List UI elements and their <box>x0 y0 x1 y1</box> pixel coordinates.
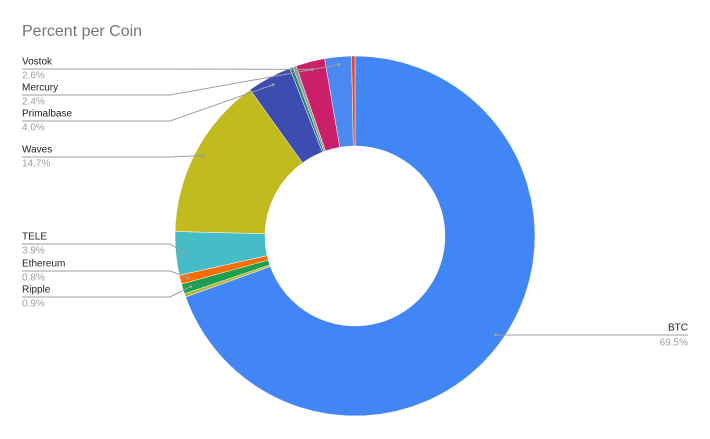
slice-value-label: 14.7% <box>22 159 50 170</box>
leader-dot <box>182 251 186 255</box>
slice-value-label: 4.0% <box>22 123 45 134</box>
slice-value-label: 69.5% <box>660 338 688 349</box>
leader-dot <box>186 276 190 280</box>
leader-line <box>22 270 189 279</box>
leader-dot <box>189 285 193 289</box>
leader-line <box>22 84 274 122</box>
slice <box>351 55 356 147</box>
slice-label: TELE <box>22 232 47 243</box>
leader-line <box>22 64 339 96</box>
slice-label: Mercury <box>22 83 58 94</box>
leader-dot <box>201 154 205 158</box>
leader-line <box>22 286 191 298</box>
slice-label: Primalbase <box>22 109 72 120</box>
slice <box>185 55 536 417</box>
leader-dot <box>337 63 341 67</box>
leader-dot <box>494 333 498 337</box>
leader-dot <box>271 83 275 87</box>
slice-value-label: 2.6% <box>22 71 45 82</box>
leader-line <box>22 243 185 254</box>
slice-value-label: 0.9% <box>22 299 45 310</box>
slice-label: Waves <box>22 145 52 156</box>
slice-label: Ethereum <box>22 259 65 270</box>
slice-label: Vostok <box>22 57 53 68</box>
slice-label: BTC <box>668 323 688 334</box>
slice-value-label: 2.4% <box>22 97 45 108</box>
slice-value-label: 3.9% <box>22 246 45 257</box>
leader-line <box>22 155 204 158</box>
chart-title: Percent per Coin <box>22 23 142 40</box>
slice-label: Ripple <box>22 285 51 296</box>
slice-value-label: 0.8% <box>22 273 45 284</box>
